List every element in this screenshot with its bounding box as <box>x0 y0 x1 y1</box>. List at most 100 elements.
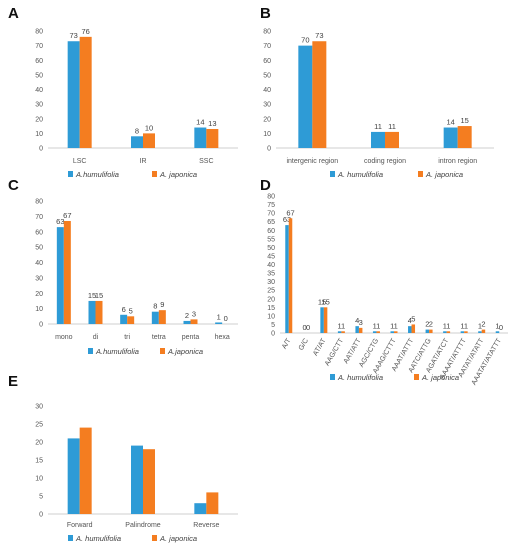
y-tick-label: 20 <box>35 440 43 447</box>
data-label: 14 <box>446 118 454 127</box>
bar-c <box>95 300 103 324</box>
y-tick-label: 0 <box>39 322 43 329</box>
x-tick-label: Palindrome <box>125 522 161 529</box>
legend-entry: A. japonica <box>421 373 459 382</box>
data-label: 8 <box>135 126 139 135</box>
y-tick-label: 0 <box>267 146 271 153</box>
data-label: 15 <box>321 297 329 306</box>
x-tick-label: SSC <box>199 158 213 165</box>
bar-d <box>495 331 500 333</box>
bar-d <box>478 331 482 333</box>
data-label: 13 <box>208 119 216 128</box>
bar-d <box>341 331 345 333</box>
chart-panel-a: A 0 10 20 30 40 50 60 70 80 73 76 LSC 8 10 IR 14 13 SSC A.h… <box>0 0 252 185</box>
data-label: 8 <box>153 302 157 311</box>
data-label: 76 <box>81 27 89 36</box>
bar-c <box>151 311 159 324</box>
y-tick-label: 10 <box>35 131 43 138</box>
legend-entry: A. japonica <box>425 170 463 179</box>
data-label: 9 <box>160 300 164 309</box>
bar-d <box>372 331 377 333</box>
legend-swatch <box>152 171 157 177</box>
legend-entry: A.japonica <box>167 347 203 356</box>
x-tick-label: mono <box>55 334 73 341</box>
data-label: 0 <box>302 323 306 332</box>
bar-d <box>411 324 416 333</box>
y-tick-label: 15 <box>35 458 43 465</box>
x-tick-label: intergenic region <box>286 158 338 165</box>
x-tick-label: penta <box>182 334 200 341</box>
bar-b <box>443 127 458 148</box>
bar-d <box>376 331 380 333</box>
y-tick-label: 80 <box>35 199 43 206</box>
data-label: 15 <box>88 291 96 300</box>
data-label: 6 <box>122 305 126 314</box>
legend-swatch <box>152 535 157 541</box>
chart-panel-b: B 0 10 20 30 40 50 60 70 80 70 73 intergenic region 1… <box>254 0 512 185</box>
y-tick-label: 60 <box>263 58 271 65</box>
data-label: 2 <box>425 320 429 329</box>
data-label: 2 <box>481 320 485 329</box>
y-tick-label: 10 <box>35 306 43 313</box>
y-tick-label: 80 <box>35 29 43 36</box>
bar-d <box>358 327 363 333</box>
data-label: 15 <box>460 116 468 125</box>
bar-d <box>355 326 359 333</box>
y-tick-label: 50 <box>35 72 43 79</box>
bar-c <box>158 310 166 324</box>
data-label: 5 <box>411 314 415 323</box>
data-label: 3 <box>192 309 196 318</box>
y-tick-label: 10 <box>263 131 271 138</box>
data-label: 2 <box>429 320 433 329</box>
data-label: 63 <box>56 217 64 226</box>
bar-a <box>194 127 207 148</box>
x-tick-label: IR <box>140 158 147 165</box>
data-label: 0 <box>306 323 310 332</box>
data-label: 2 <box>185 311 189 320</box>
data-label: 1 <box>464 321 468 330</box>
legend-swatch <box>160 348 165 354</box>
y-tick-label: 5 <box>39 494 43 501</box>
data-label: 1 <box>478 321 482 330</box>
bar-b <box>298 45 313 148</box>
y-tick-label: 20 <box>35 291 43 298</box>
legend-swatch <box>68 535 73 541</box>
legend-entry: A.humulifolia <box>95 347 139 356</box>
y-tick-label: 20 <box>267 296 275 303</box>
bar-d <box>429 329 433 333</box>
data-label: 1 <box>495 321 499 330</box>
chart-panel-e: E 0 5 10 15 20 25 30 Forward Palindrome Reverse A. … <box>0 368 252 550</box>
x-tick-label: G/C <box>298 338 310 352</box>
y-tick-label: 60 <box>267 228 275 235</box>
panel-letter-e: E <box>8 373 18 390</box>
bar-d <box>425 329 430 333</box>
bar-a <box>143 133 155 148</box>
x-tick-label: Forward <box>67 522 93 529</box>
y-tick-label: 25 <box>267 288 275 295</box>
legend-swatch <box>414 374 419 380</box>
x-tick-label: A/T <box>281 337 293 351</box>
bar-d <box>288 218 293 333</box>
bar-a <box>206 128 219 148</box>
data-label: 11 <box>374 122 382 131</box>
data-label: 1 <box>341 321 345 330</box>
y-tick-label: 0 <box>39 146 43 153</box>
y-tick-label: 0 <box>271 331 275 338</box>
data-label: 14 <box>196 118 204 127</box>
data-label: 0 <box>224 314 228 323</box>
data-label: 73 <box>69 31 77 40</box>
y-tick-label: 70 <box>263 43 271 50</box>
bar-d <box>323 307 328 333</box>
bar-d <box>408 326 412 333</box>
bar-a <box>79 36 92 148</box>
bar-c <box>120 314 128 324</box>
bar-d <box>446 331 451 333</box>
bar-e <box>79 427 92 514</box>
data-label: 63 <box>283 215 291 224</box>
data-label: 1 <box>443 321 447 330</box>
bar-c <box>190 319 198 324</box>
data-label: 15 <box>95 291 103 300</box>
bar-a <box>131 136 143 148</box>
y-tick-label: 35 <box>267 271 275 278</box>
